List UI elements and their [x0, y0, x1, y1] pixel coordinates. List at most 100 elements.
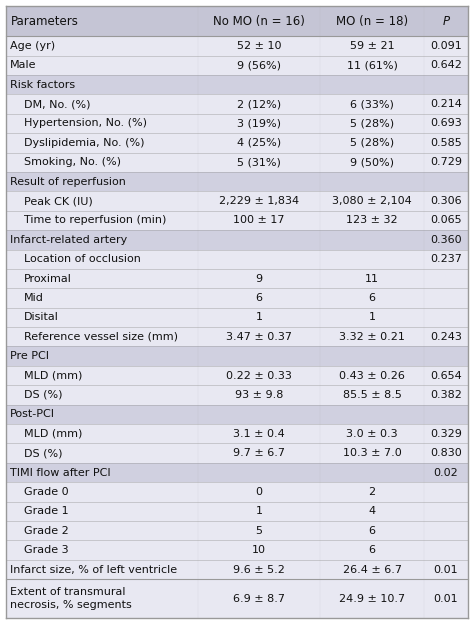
Bar [6, 230, 468, 250]
Bar [6, 172, 468, 192]
Text: P: P [443, 14, 450, 27]
Bar [6, 463, 468, 482]
Text: 0.43 ± 0.26: 0.43 ± 0.26 [339, 371, 405, 381]
Text: Risk factors: Risk factors [10, 80, 75, 90]
Text: Time to reperfusion (min): Time to reperfusion (min) [24, 215, 166, 225]
Text: 0.360: 0.360 [430, 235, 462, 245]
Text: Post-PCI: Post-PCI [10, 409, 55, 419]
Bar [6, 152, 468, 172]
Text: 52 ± 10: 52 ± 10 [237, 41, 281, 51]
Text: 2,229 ± 1,834: 2,229 ± 1,834 [219, 196, 299, 206]
Bar [6, 250, 468, 269]
Text: Infarct size, % of left ventricle: Infarct size, % of left ventricle [10, 565, 177, 575]
Bar [6, 192, 468, 211]
Bar [6, 540, 468, 560]
Text: DS (%): DS (%) [24, 448, 63, 458]
Text: 6: 6 [369, 293, 375, 303]
Text: 1: 1 [255, 506, 263, 516]
Text: 0.091: 0.091 [430, 41, 462, 51]
Bar [6, 560, 468, 579]
Text: Smoking, No. (%): Smoking, No. (%) [24, 157, 121, 167]
Text: Grade 1: Grade 1 [24, 506, 69, 516]
Bar [6, 211, 468, 230]
Text: 3.1 ± 0.4: 3.1 ± 0.4 [233, 429, 285, 439]
Text: 9.7 ± 6.7: 9.7 ± 6.7 [233, 448, 285, 458]
Bar [6, 502, 468, 521]
Bar [6, 346, 468, 366]
Text: 2 (12%): 2 (12%) [237, 99, 281, 109]
Text: 4 (25%): 4 (25%) [237, 138, 281, 148]
Text: 6.9 ± 8.7: 6.9 ± 8.7 [233, 593, 285, 603]
Bar [6, 327, 468, 346]
Text: 0.729: 0.729 [430, 157, 462, 167]
Bar [6, 521, 468, 540]
Text: 26.4 ± 6.7: 26.4 ± 6.7 [343, 565, 401, 575]
Bar [6, 366, 468, 385]
Text: 5: 5 [255, 526, 263, 536]
Bar [6, 404, 468, 424]
Text: 10.3 ± 7.0: 10.3 ± 7.0 [343, 448, 401, 458]
Bar [6, 75, 468, 94]
Text: 5 (31%): 5 (31%) [237, 157, 281, 167]
Bar [6, 36, 468, 56]
Bar [6, 114, 468, 133]
Text: Dyslipidemia, No. (%): Dyslipidemia, No. (%) [24, 138, 145, 148]
Text: 9 (56%): 9 (56%) [237, 61, 281, 71]
Text: Peak CK (IU): Peak CK (IU) [24, 196, 93, 206]
Bar [6, 288, 468, 308]
Text: 0.214: 0.214 [430, 99, 462, 109]
Text: 5 (28%): 5 (28%) [350, 119, 394, 129]
Text: 0.382: 0.382 [430, 390, 462, 400]
Text: 123 ± 32: 123 ± 32 [346, 215, 398, 225]
Text: 0.830: 0.830 [430, 448, 462, 458]
Text: MO (n = 18): MO (n = 18) [336, 14, 408, 27]
Text: 1: 1 [255, 313, 263, 323]
Text: MLD (mm): MLD (mm) [24, 429, 82, 439]
Text: Male: Male [10, 61, 36, 71]
Text: Grade 0: Grade 0 [24, 487, 69, 497]
Text: Extent of transmural
necrosis, % segments: Extent of transmural necrosis, % segment… [10, 587, 132, 610]
Text: 93 ± 9.8: 93 ± 9.8 [235, 390, 283, 400]
Text: 0.243: 0.243 [430, 332, 462, 342]
Text: Age (yr): Age (yr) [10, 41, 55, 51]
Text: 3 (19%): 3 (19%) [237, 119, 281, 129]
Text: 0.01: 0.01 [434, 593, 458, 603]
Text: DS (%): DS (%) [24, 390, 63, 400]
Text: 100 ± 17: 100 ± 17 [233, 215, 285, 225]
Text: 0.654: 0.654 [430, 371, 462, 381]
Text: Parameters: Parameters [11, 14, 79, 27]
Text: Result of reperfusion: Result of reperfusion [10, 177, 126, 187]
Text: 9 (50%): 9 (50%) [350, 157, 394, 167]
Text: 0.585: 0.585 [430, 138, 462, 148]
Bar [6, 579, 468, 618]
Text: No MO (n = 16): No MO (n = 16) [213, 14, 305, 27]
Text: MLD (mm): MLD (mm) [24, 371, 82, 381]
Text: Reference vessel size (mm): Reference vessel size (mm) [24, 332, 178, 342]
Text: 9: 9 [255, 273, 263, 283]
Text: 3,080 ± 2,104: 3,080 ± 2,104 [332, 196, 412, 206]
Text: Disital: Disital [24, 313, 59, 323]
Text: 0.306: 0.306 [430, 196, 462, 206]
Text: 5 (28%): 5 (28%) [350, 138, 394, 148]
Text: 0.329: 0.329 [430, 429, 462, 439]
Bar [6, 444, 468, 463]
Text: 11: 11 [365, 273, 379, 283]
Bar [6, 133, 468, 152]
Text: 0.01: 0.01 [434, 565, 458, 575]
Text: Infarct-related artery: Infarct-related artery [10, 235, 127, 245]
Text: 0: 0 [255, 487, 263, 497]
Bar [6, 56, 468, 75]
Text: 0.642: 0.642 [430, 61, 462, 71]
Text: 85.5 ± 8.5: 85.5 ± 8.5 [343, 390, 401, 400]
Text: 1: 1 [369, 313, 375, 323]
Text: 6: 6 [369, 545, 375, 555]
Text: Hypertension, No. (%): Hypertension, No. (%) [24, 119, 147, 129]
Bar [6, 94, 468, 114]
Text: 0.237: 0.237 [430, 254, 462, 264]
Text: 0.693: 0.693 [430, 119, 462, 129]
Text: Grade 3: Grade 3 [24, 545, 69, 555]
Text: 0.22 ± 0.33: 0.22 ± 0.33 [226, 371, 292, 381]
Text: 9.6 ± 5.2: 9.6 ± 5.2 [233, 565, 285, 575]
Text: Grade 2: Grade 2 [24, 526, 69, 536]
Text: Proximal: Proximal [24, 273, 72, 283]
